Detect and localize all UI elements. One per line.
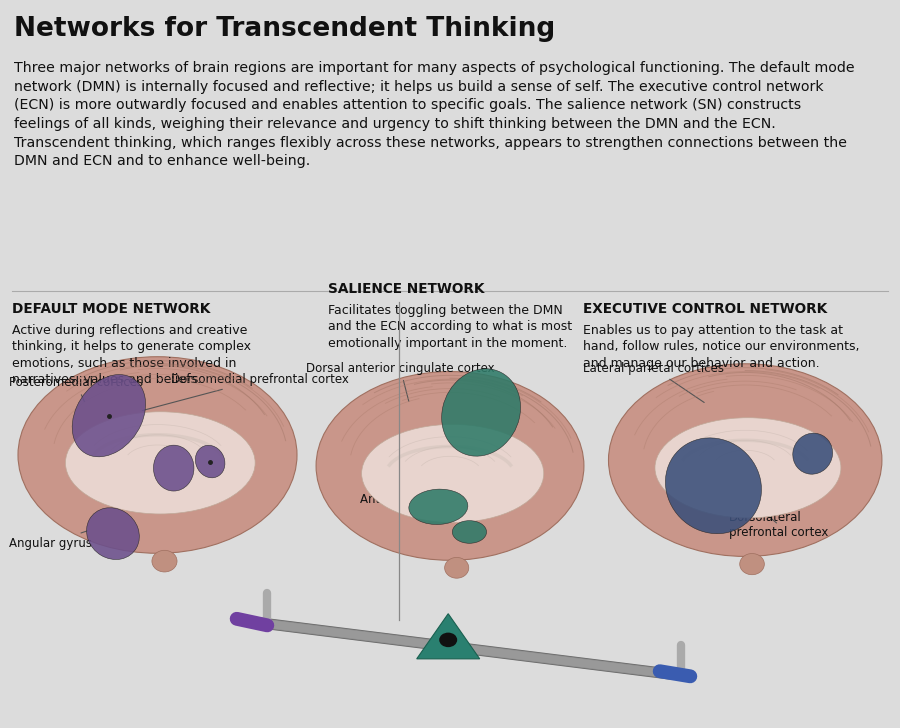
Text: Angular gyrus: Angular gyrus: [9, 531, 92, 550]
Text: Three major networks of brain regions are important for many aspects of psycholo: Three major networks of brain regions ar…: [14, 61, 854, 168]
Ellipse shape: [453, 521, 487, 543]
Text: Enables us to pay attention to the task at
hand, follow rules, notice our enviro: Enables us to pay attention to the task …: [583, 324, 860, 370]
Text: DEFAULT MODE NETWORK: DEFAULT MODE NETWORK: [12, 302, 210, 316]
Ellipse shape: [362, 424, 544, 523]
Ellipse shape: [86, 507, 140, 560]
Text: Lateral parietal cortices: Lateral parietal cortices: [583, 362, 724, 403]
Text: Dorsomedial prefrontal cortex: Dorsomedial prefrontal cortex: [142, 373, 349, 411]
Text: Dorsal anterior cingulate cortex: Dorsal anterior cingulate cortex: [306, 362, 495, 401]
Ellipse shape: [18, 357, 297, 553]
Circle shape: [439, 633, 457, 647]
Ellipse shape: [153, 445, 194, 491]
Ellipse shape: [655, 418, 841, 518]
Text: Facilitates toggling between the DMN
and the ECN according to what is most
emoti: Facilitates toggling between the DMN and…: [328, 304, 572, 349]
Ellipse shape: [152, 550, 177, 572]
Polygon shape: [417, 614, 480, 659]
Ellipse shape: [793, 433, 832, 474]
Ellipse shape: [608, 364, 882, 556]
Text: Active during reflections and creative
thinking, it helps to generate complex
em: Active during reflections and creative t…: [12, 324, 251, 387]
Ellipse shape: [316, 371, 584, 561]
Ellipse shape: [409, 489, 468, 524]
Text: Dorsolateral
prefrontal cortex: Dorsolateral prefrontal cortex: [729, 511, 828, 539]
Text: SALIENCE NETWORK: SALIENCE NETWORK: [328, 282, 485, 296]
Ellipse shape: [72, 375, 146, 456]
Ellipse shape: [665, 438, 761, 534]
Ellipse shape: [740, 553, 764, 574]
Text: Networks for Transcendent Thinking: Networks for Transcendent Thinking: [14, 16, 554, 42]
Text: EXECUTIVE CONTROL NETWORK: EXECUTIVE CONTROL NETWORK: [583, 302, 827, 316]
Text: Anterior insula: Anterior insula: [360, 493, 447, 506]
Ellipse shape: [442, 369, 520, 456]
Ellipse shape: [195, 446, 225, 478]
Ellipse shape: [66, 412, 256, 514]
Text: Posteromedial cortices: Posteromedial cortices: [9, 376, 143, 402]
Ellipse shape: [445, 558, 469, 578]
